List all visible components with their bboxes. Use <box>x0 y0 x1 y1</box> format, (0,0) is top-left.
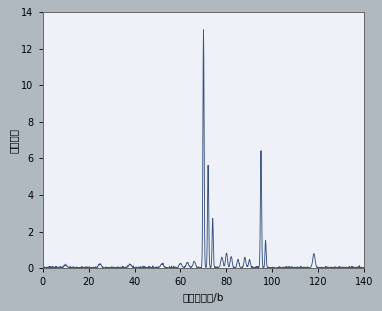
X-axis label: 角度域索引/b: 角度域索引/b <box>183 293 224 303</box>
Y-axis label: 功率谱应: 功率谱应 <box>8 128 18 153</box>
